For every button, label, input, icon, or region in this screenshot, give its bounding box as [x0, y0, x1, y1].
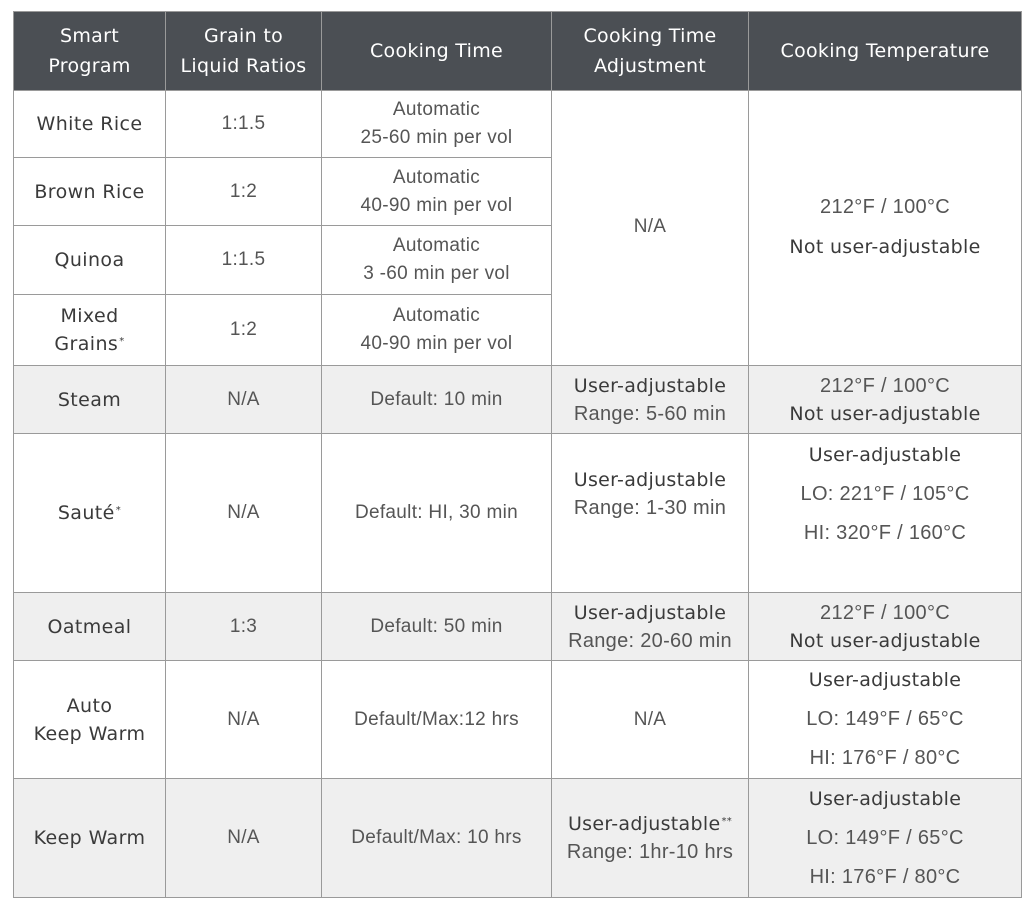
cooking-time-adjustment: User-adjustable Range: 5-60 min: [551, 365, 749, 434]
header-smart-program: Smart Program: [13, 11, 166, 91]
program-name: Quinoa: [13, 225, 166, 295]
cooking-time: Automatic 40-90 min per vol: [321, 157, 552, 226]
cooking-time-adjustment: User-adjustable Range: 1-30 min: [551, 433, 749, 593]
cooking-temperature: User-adjustable LO: 149°F / 65°C HI: 176…: [748, 660, 1022, 779]
cooking-time: Automatic 25-60 min per vol: [321, 90, 552, 158]
grain-ratio: N/A: [165, 365, 322, 434]
cooking-temperature: User-adjustable LO: 149°F / 65°C HI: 176…: [748, 778, 1022, 898]
program-name: Sauté*: [13, 433, 166, 593]
table-row-keep-warm: Keep Warm N/A Default/Max: 10 hrs User-a…: [13, 778, 1022, 898]
program-name: Steam: [13, 365, 166, 434]
cooking-temperature: 212°F / 100°C Not user-adjustable: [748, 365, 1022, 434]
grain-ratio: 1:2: [165, 157, 322, 226]
cooking-time-adjustment: User-adjustable** Range: 1hr-10 hrs: [551, 778, 749, 898]
header-grain-ratio: Grain to Liquid Ratios: [165, 11, 322, 91]
program-name: Keep Warm: [13, 778, 166, 898]
cooking-time-adjustment: N/A: [551, 660, 749, 779]
table-row-auto-keep-warm: Auto Keep Warm N/A Default/Max:12 hrs N/…: [13, 660, 1022, 779]
footnote-mark: **: [721, 816, 733, 827]
cooking-time: Default/Max:12 hrs: [321, 660, 552, 779]
cooking-time: Default: 50 min: [321, 592, 552, 661]
grain-ratio: N/A: [165, 433, 322, 593]
program-name: Mixed Grains*: [13, 294, 166, 366]
footnote-mark: *: [115, 505, 122, 516]
table-row-quinoa: Quinoa 1:1.5 Automatic 3 -60 min per vol: [13, 225, 1022, 295]
table-row-brown-rice: Brown Rice 1:2 Automatic 40-90 min per v…: [13, 157, 1022, 226]
cooking-temperature: 212°F / 100°C Not user-adjustable: [748, 90, 1022, 366]
cooking-temperature: User-adjustable LO: 221°F / 105°C HI: 32…: [748, 433, 1022, 593]
table-row-oatmeal: Oatmeal 1:3 Default: 50 min User-adjusta…: [13, 592, 1022, 661]
header-cooking-time: Cooking Time: [321, 11, 552, 91]
header-cooking-time-adjustment: Cooking Time Adjustment: [551, 11, 749, 91]
table-row-mixed-grains: Mixed Grains* 1:2 Automatic 40-90 min pe…: [13, 294, 1022, 366]
smart-program-table: Smart Program Grain to Liquid Ratios Coo…: [13, 11, 1022, 898]
table-row-white-rice: White Rice 1:1.5 Automatic 25-60 min per…: [13, 90, 1022, 366]
cooking-time-adjustment: N/A: [551, 90, 749, 366]
program-name: Auto Keep Warm: [13, 660, 166, 779]
cooking-time: Automatic 3 -60 min per vol: [321, 225, 552, 295]
cooking-time: Default: 10 min: [321, 365, 552, 434]
grain-ratio: N/A: [165, 778, 322, 898]
header-cooking-temperature: Cooking Temperature: [748, 11, 1022, 91]
program-name: Oatmeal: [13, 592, 166, 661]
grain-ratio: 1:1.5: [165, 225, 322, 295]
table-row-saute: Sauté* N/A Default: HI, 30 min User-adju…: [13, 433, 1022, 593]
cooking-time: Default: HI, 30 min: [321, 433, 552, 593]
cooking-time: Automatic 40-90 min per vol: [321, 294, 552, 366]
cooking-temperature: 212°F / 100°C Not user-adjustable: [748, 592, 1022, 661]
program-name: Brown Rice: [13, 157, 166, 226]
grain-ratio: N/A: [165, 660, 322, 779]
grain-ratio: 1:1.5: [165, 90, 322, 158]
table-row-steam: Steam N/A Default: 10 min User-adjustabl…: [13, 365, 1022, 434]
footnote-mark: *: [119, 336, 125, 347]
cooking-time: Default/Max: 10 hrs: [321, 778, 552, 898]
table-header-row: Smart Program Grain to Liquid Ratios Coo…: [13, 11, 1022, 91]
grain-ratio: 1:2: [165, 294, 322, 366]
program-name: White Rice: [13, 90, 166, 158]
cooking-time-adjustment: User-adjustable Range: 20-60 min: [551, 592, 749, 661]
grain-ratio: 1:3: [165, 592, 322, 661]
